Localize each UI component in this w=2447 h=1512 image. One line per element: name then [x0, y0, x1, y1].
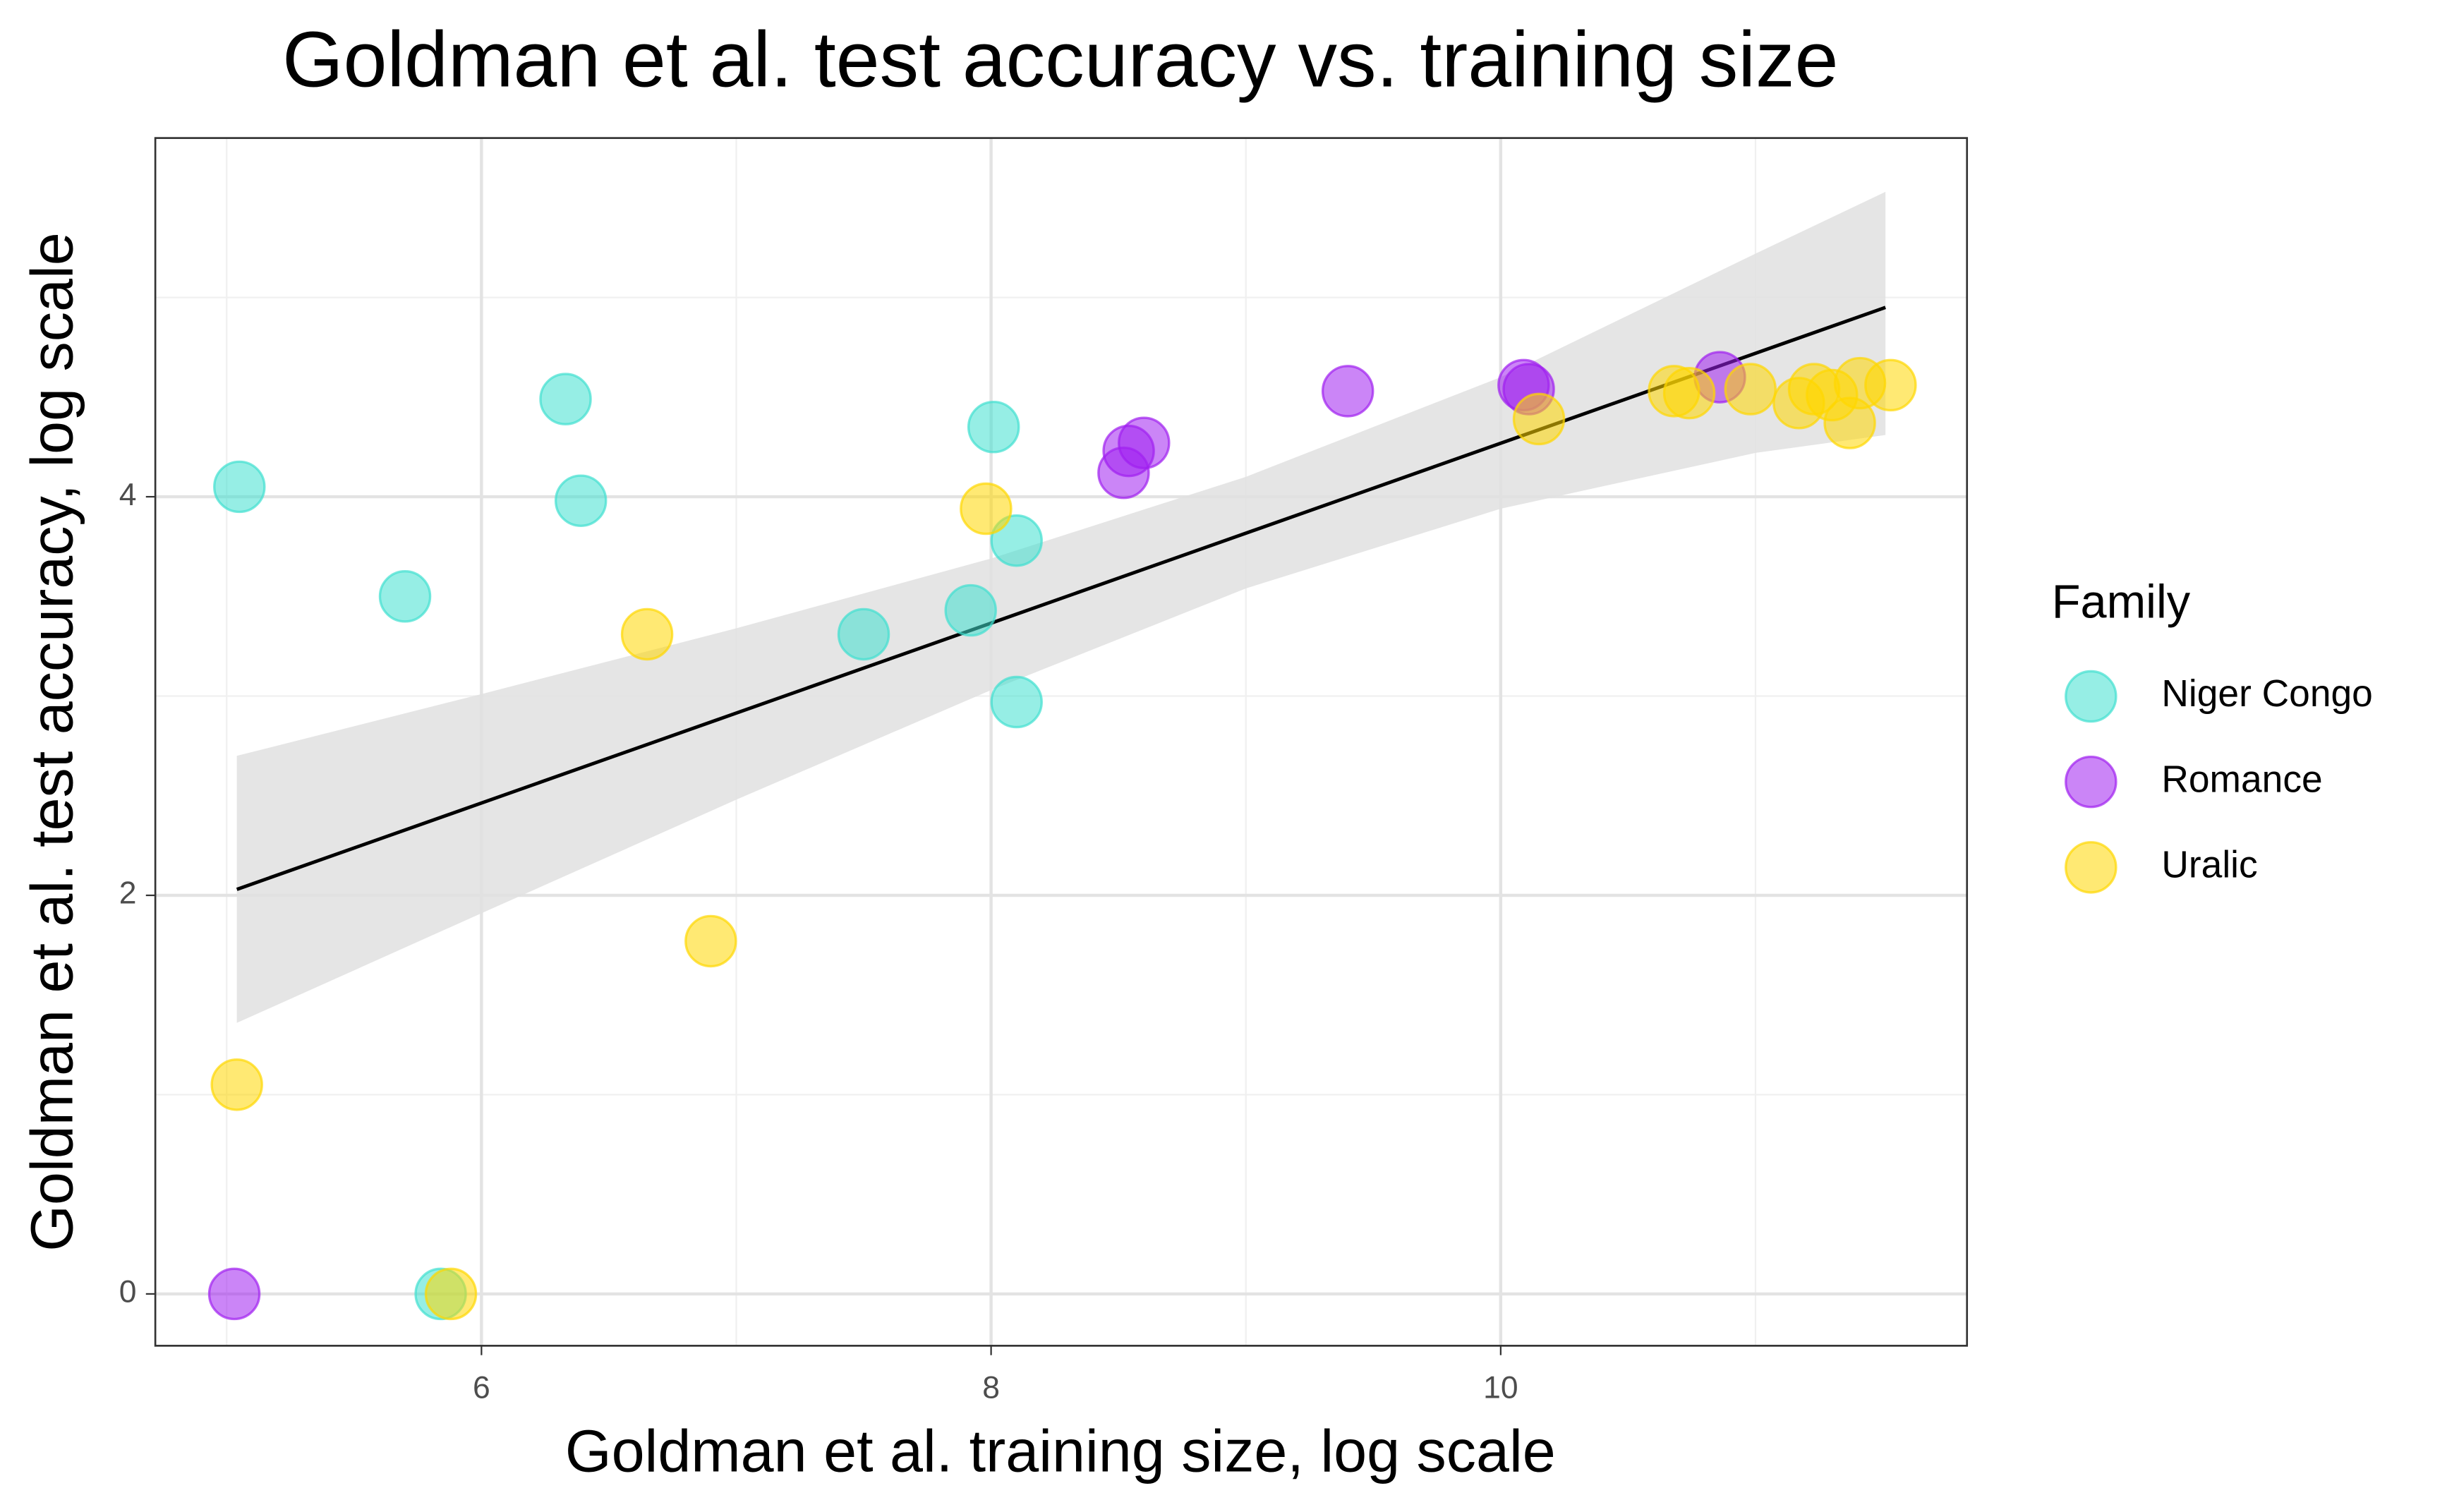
legend-label: Niger Congo [2161, 673, 2373, 715]
data-point [990, 675, 1043, 729]
legend-title: Family [2052, 576, 2191, 629]
data-point [1512, 392, 1566, 446]
data-point [684, 914, 737, 968]
data-point [1724, 363, 1777, 416]
data-point [960, 482, 1013, 536]
legend-swatch [2065, 670, 2117, 723]
fit-line [236, 306, 1886, 891]
data-point [944, 583, 997, 637]
data-point [620, 607, 674, 661]
legend-label: Romance [2161, 758, 2322, 800]
x-tick-label: 6 [473, 1370, 490, 1405]
data-point [378, 570, 432, 623]
legend-swatch [2065, 841, 2117, 894]
x-tick-label: 10 [1483, 1370, 1518, 1405]
data-point [207, 1267, 261, 1321]
y-tick-label: 4 [119, 478, 137, 512]
chart-title: Goldman et al. test accuracy vs. trainin… [282, 16, 1838, 104]
data-point [424, 1267, 478, 1321]
data-point [1662, 366, 1716, 420]
legend-swatch [2065, 755, 2117, 809]
data-point [1321, 365, 1374, 418]
plot-border [154, 137, 1969, 1347]
data-point [837, 607, 890, 661]
legend-label: Uralic [2161, 844, 2257, 885]
data-point [1864, 358, 1917, 412]
x-tick-label: 8 [982, 1370, 1000, 1405]
y-tick-label: 2 [119, 876, 137, 911]
data-point [967, 400, 1020, 454]
y-tick-label: 0 [119, 1275, 137, 1310]
data-point [213, 460, 266, 514]
data-point [990, 514, 1043, 567]
data-point [554, 474, 608, 527]
data-point [539, 373, 592, 425]
data-point [210, 1058, 263, 1111]
confidence-band [236, 191, 1886, 1023]
data-point [1118, 416, 1171, 470]
y-axis-title: Goldman et al. test accuracy, log scale [18, 232, 85, 1251]
x-axis-title: Goldman et al. training size, log scale [565, 1417, 1556, 1484]
